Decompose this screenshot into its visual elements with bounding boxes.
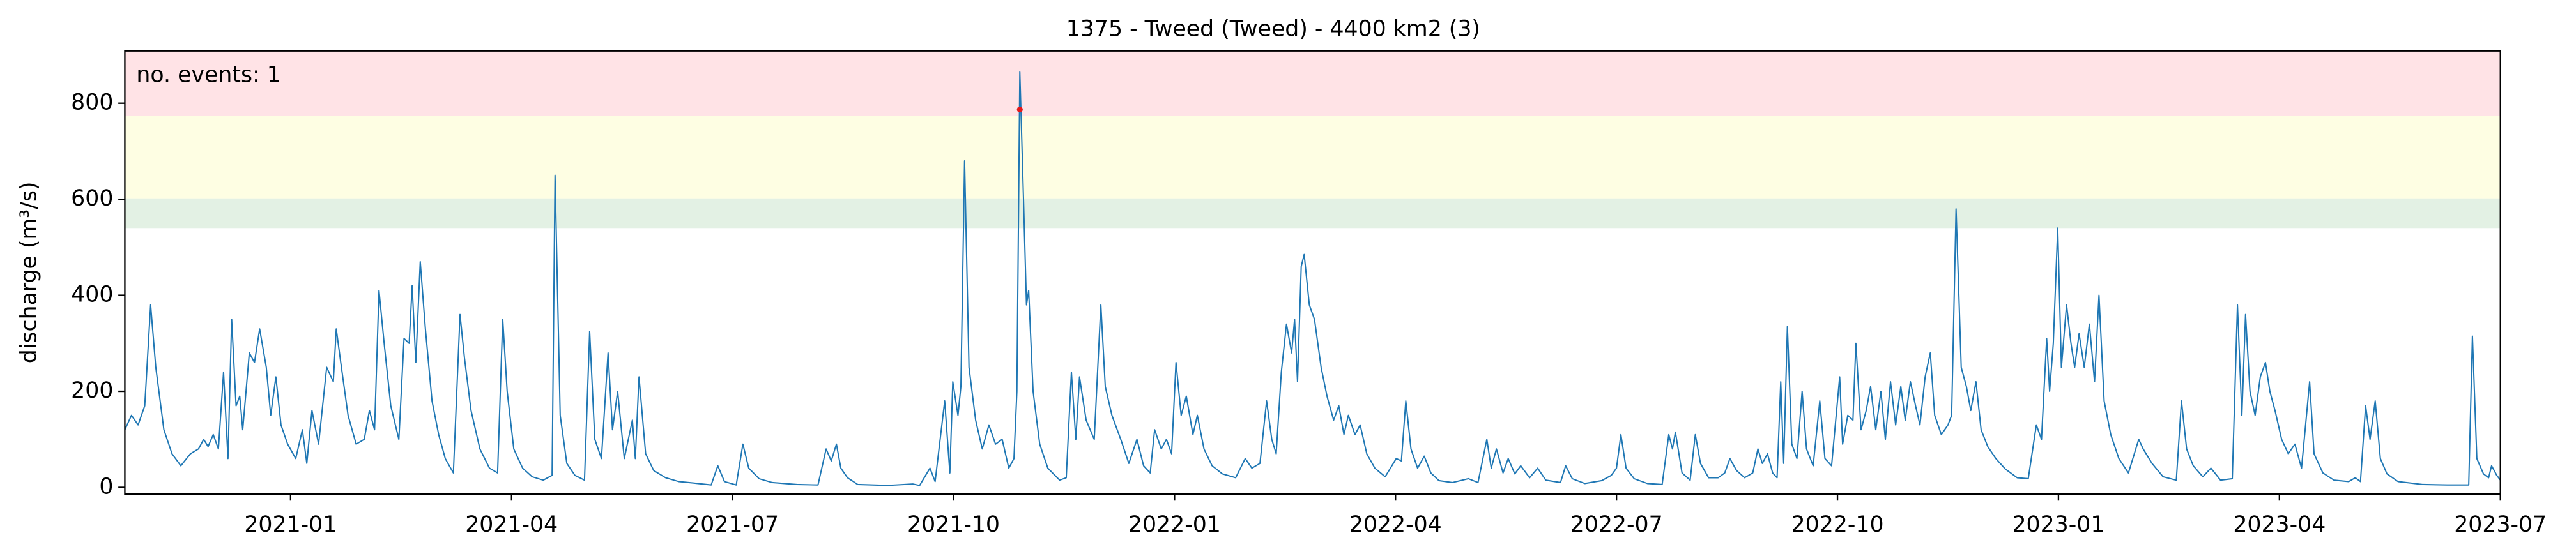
axes-frame [124, 50, 2501, 495]
x-tick-label: 2023-04 [2233, 512, 2326, 537]
bands [125, 50, 2501, 229]
annotation: no. events: 1 [136, 62, 280, 87]
x-tick-label: 2023-01 [2012, 512, 2104, 537]
threshold-band [125, 198, 2501, 229]
x-tick-label: 2021-07 [686, 512, 779, 537]
y-tick-label: 600 [71, 186, 113, 211]
threshold-band [125, 116, 2501, 199]
x-tick-label: 2022-07 [1570, 512, 1663, 537]
y-tick-label: 200 [71, 378, 113, 403]
plot [124, 71, 2501, 486]
x-tick-label: 2022-01 [1128, 512, 1221, 537]
x-tick-label: 2021-04 [465, 512, 558, 537]
discharge-line [124, 71, 2501, 486]
x-tick-label: 2021-01 [244, 512, 337, 537]
threshold-band [125, 50, 2501, 117]
y-tick-label: 400 [71, 282, 113, 308]
y-tick-label: 800 [71, 90, 113, 116]
x-tick-label: 2022-10 [1791, 512, 1884, 537]
event-marker [1016, 106, 1023, 113]
x-tick-label: 2022-04 [1349, 512, 1442, 537]
y-axis-label: discharge (m³/s) [16, 181, 42, 363]
chart-title: 1375 - Tweed (Tweed) - 4400 km2 (3) [1066, 16, 1480, 41]
x-tick-label: 2021-10 [907, 512, 1000, 537]
x-tick-label: 2023-07 [2454, 512, 2547, 537]
y-tick-label: 0 [99, 474, 113, 499]
